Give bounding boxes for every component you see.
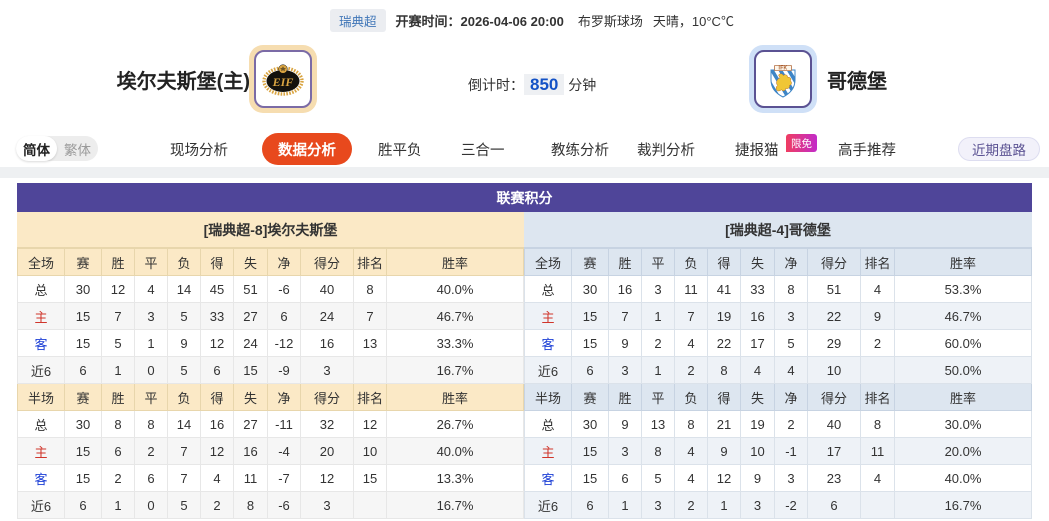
svg-text:EIF: EIF: [272, 75, 294, 89]
svg-text:IFK: IFK: [779, 66, 788, 72]
